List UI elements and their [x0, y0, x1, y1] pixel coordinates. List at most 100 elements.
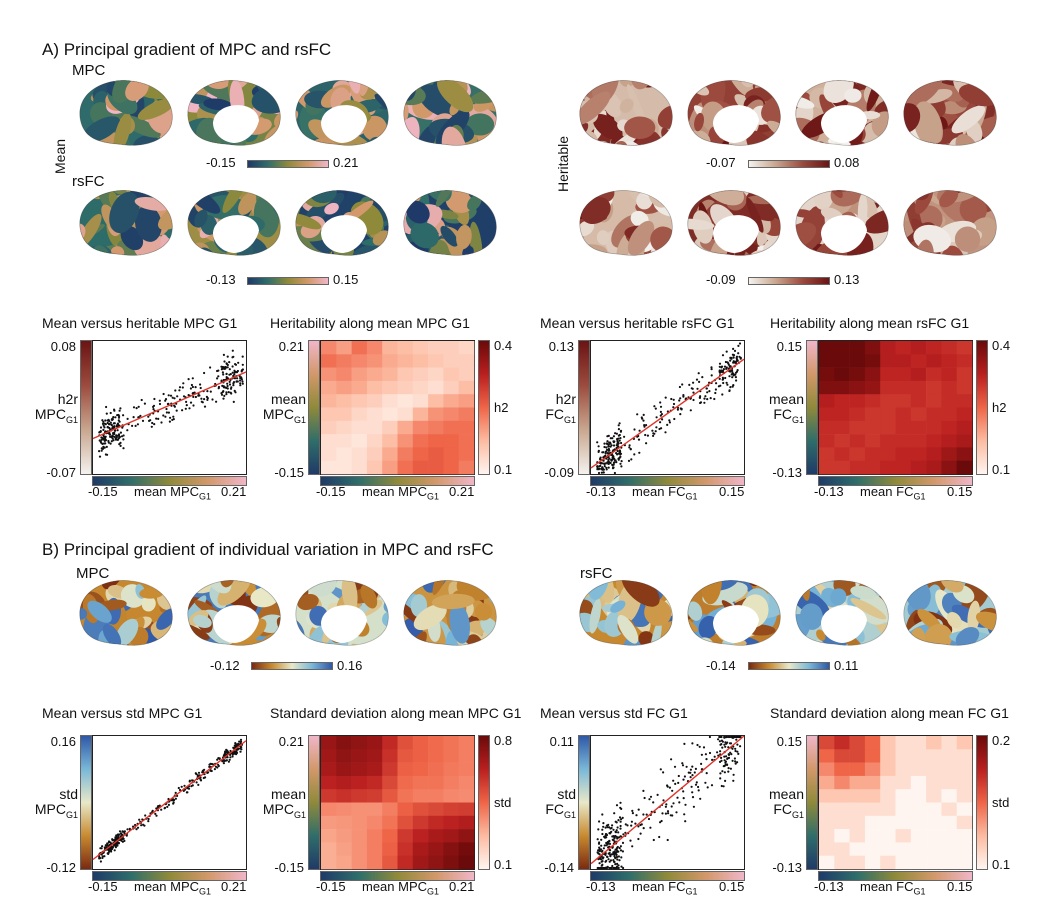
brain-medial-left — [187, 190, 281, 256]
x-axis-label-main: mean MPC — [134, 879, 200, 894]
scatter-point — [138, 818, 141, 821]
scatter-point — [614, 432, 617, 435]
heatmap-cell — [412, 815, 429, 830]
colorbar-mpc-mean — [247, 160, 329, 168]
x-axis-label-main: mean FC — [860, 484, 914, 499]
scatter-point — [717, 738, 720, 741]
scatter-point — [687, 771, 690, 774]
heatmap-cell — [910, 407, 927, 422]
x-tick-min: -0.13 — [586, 879, 616, 894]
heatmap-cell — [321, 341, 337, 355]
heatmap-cell — [351, 380, 368, 395]
scatter-point — [228, 383, 232, 386]
scatter-point — [220, 379, 223, 382]
heatmap-cell — [956, 367, 973, 382]
scatter-point — [722, 785, 725, 788]
heatmap-cell — [895, 380, 912, 395]
scatter-point — [642, 413, 645, 416]
scatter-point — [239, 738, 243, 741]
scatter-point — [166, 402, 169, 406]
heatmap-cell — [351, 407, 368, 422]
y-axis-label-top: h2r — [555, 391, 576, 407]
scatter-point — [721, 393, 724, 396]
scatter-point — [174, 791, 177, 794]
scatter-point — [629, 447, 632, 451]
heatmap-cell — [864, 407, 881, 422]
heatmap-cell — [819, 775, 835, 790]
scatter-point — [172, 801, 175, 804]
scatter-point — [185, 400, 188, 403]
scatter-point — [118, 409, 121, 412]
scatter-point — [104, 435, 107, 438]
scatter-point — [624, 831, 627, 834]
panel-title: Heritability along mean MPC G1 — [270, 315, 470, 331]
scatter-point — [725, 350, 728, 353]
heatmap-cell — [941, 341, 957, 355]
heatmap-cell — [382, 460, 398, 475]
scatter-point — [732, 356, 735, 359]
scatter-point — [602, 471, 605, 474]
scatter-point — [597, 849, 600, 852]
panel-title: Heritability along mean rsFC G1 — [770, 315, 970, 331]
scatter-point — [710, 784, 714, 787]
scatter-point — [213, 768, 216, 771]
heatmap-cell — [321, 749, 337, 763]
heatmap-cell — [351, 775, 368, 790]
scatter-point — [209, 366, 212, 369]
scatter-point — [201, 401, 204, 404]
heatmap-cell — [458, 367, 475, 382]
scatter-point — [662, 799, 665, 802]
cbar-rsfc-her-max: 0.13 — [834, 272, 860, 287]
heatmap-cell — [895, 775, 912, 790]
scatter-point — [728, 365, 731, 368]
scatter-point — [155, 814, 158, 817]
heatmap-cell — [428, 447, 444, 461]
scatter-point — [168, 420, 171, 423]
scatter-point — [158, 402, 162, 406]
scatter-point — [734, 747, 737, 750]
heatmap-cell — [366, 842, 383, 856]
colorbar-rsfc-mean — [247, 277, 329, 285]
heatmap-cell — [382, 789, 398, 803]
y-axis-label-main: MPC — [262, 406, 294, 422]
scatter-point — [240, 378, 243, 381]
fit-line — [590, 358, 745, 469]
heatmap-cell — [880, 354, 896, 368]
section-a-rsfc-label: rsFC — [72, 173, 105, 190]
scatter-point — [204, 776, 207, 779]
scatter-point — [151, 421, 154, 425]
heatmap-cell — [382, 354, 398, 368]
scatter-point — [117, 416, 121, 419]
heatmap-cell — [336, 434, 352, 448]
scatter-point — [697, 372, 700, 375]
scatter-point — [176, 395, 179, 398]
scatter-point — [111, 846, 114, 849]
scatter-point — [113, 422, 116, 425]
x-axis-label: mean MPCG1 — [134, 484, 211, 502]
scatter-point — [115, 434, 118, 437]
scatter-point — [132, 416, 135, 419]
scatter-point — [617, 445, 620, 448]
heatmap-cell — [864, 842, 881, 856]
scatter-point — [171, 418, 174, 421]
scatter-point — [618, 816, 622, 819]
heatmap-cell — [819, 762, 835, 777]
scatter-point — [703, 397, 706, 400]
scatter-point — [670, 397, 673, 401]
y-axis-label-top: mean — [768, 786, 804, 802]
heatmap-cell — [941, 829, 957, 843]
scatter-point — [136, 826, 140, 829]
scatter-point — [729, 386, 732, 389]
heatmap-cell — [880, 789, 896, 803]
heatmap-cell — [458, 775, 475, 790]
heatmap-cell — [412, 762, 429, 777]
heatmap-cell — [834, 855, 850, 870]
heatmap-cell — [956, 775, 973, 790]
scatter-point — [666, 784, 669, 787]
x-axis-colorbar — [92, 871, 247, 881]
scatter-point — [608, 441, 611, 444]
scatter-point — [119, 838, 123, 841]
scatter-point — [648, 798, 651, 801]
scatter-point — [601, 828, 604, 831]
scatter-point — [682, 778, 685, 781]
